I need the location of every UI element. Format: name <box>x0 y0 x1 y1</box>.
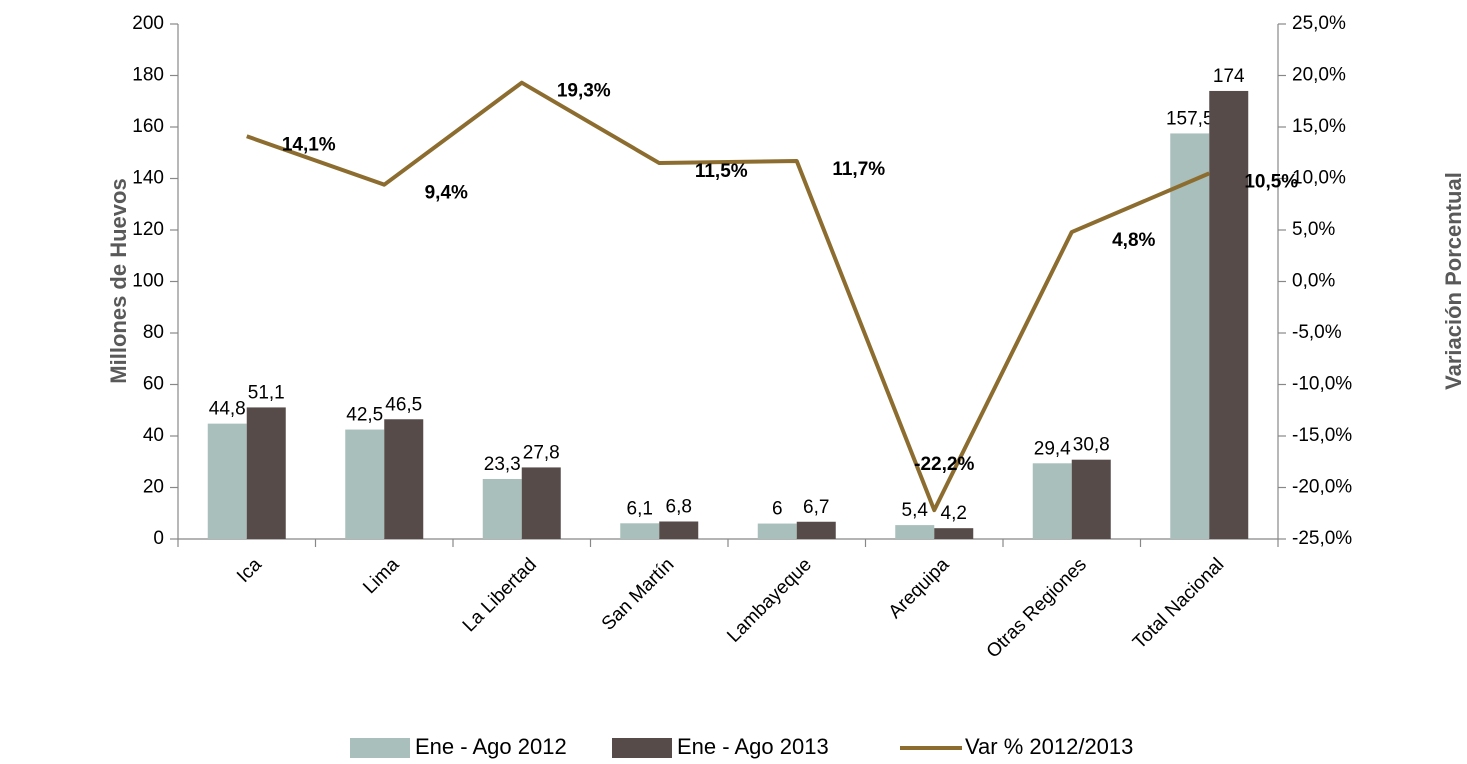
bar-value-label: 42,5 <box>346 405 383 426</box>
bar <box>620 523 660 539</box>
bar-value-label: 174 <box>1213 66 1245 87</box>
bar <box>895 525 935 539</box>
bar-value-label: 6,1 <box>627 498 653 519</box>
y2-tick-label: 5,0% <box>1292 219 1335 240</box>
y-tick-label: 180 <box>132 65 164 86</box>
x-tick-label: Arequipa <box>885 554 954 623</box>
x-tick-label: San Martín <box>598 554 679 635</box>
y-tick-label: 160 <box>132 116 164 137</box>
y-tick-label: 0 <box>153 528 164 549</box>
y-tick-label: 80 <box>143 322 164 343</box>
bar-value-label: 6,7 <box>803 497 829 518</box>
bar <box>757 523 797 539</box>
y2-tick-label: 25,0% <box>1292 13 1346 34</box>
y-tick-label: 120 <box>132 219 164 240</box>
y-tick-label: 140 <box>132 168 164 189</box>
x-tick-label: Total Nacional <box>1129 554 1228 653</box>
y2-tick-label: -15,0% <box>1292 425 1352 446</box>
bar-value-label: 5,4 <box>902 500 929 521</box>
bar <box>521 467 561 539</box>
line-value-label: 4,8% <box>1112 230 1155 251</box>
bar-value-label: 27,8 <box>523 442 560 463</box>
legend-label: Ene - Ago 2013 <box>677 734 829 759</box>
y2-tick-label: 15,0% <box>1292 116 1346 137</box>
bar-value-label: 30,8 <box>1073 435 1110 456</box>
y2-axis-title: Variación Porcentual <box>1441 172 1466 390</box>
y-tick-label: 20 <box>143 477 164 498</box>
line-value-label: 19,3% <box>557 81 611 102</box>
line-value-label: 14,1% <box>282 134 336 155</box>
y-tick-label: 100 <box>132 271 164 292</box>
bar <box>207 423 247 539</box>
bar <box>345 429 385 539</box>
x-tick-label: Lambayeque <box>723 554 816 647</box>
legend-label: Ene - Ago 2012 <box>415 734 567 759</box>
bar <box>1209 90 1249 539</box>
y-tick-label: 60 <box>143 374 164 395</box>
bar-value-label: 157,5 <box>1166 108 1214 129</box>
y2-tick-label: -25,0% <box>1292 528 1352 549</box>
line-value-label: 9,4% <box>425 183 468 204</box>
bar <box>796 521 836 539</box>
y2-tick-label: -10,0% <box>1292 374 1352 395</box>
bar-value-label: 6 <box>772 499 783 520</box>
y2-tick-label: -20,0% <box>1292 477 1352 498</box>
bar-value-label: 51,1 <box>248 382 285 403</box>
y-tick-label: 200 <box>132 13 164 34</box>
y2-tick-label: 20,0% <box>1292 65 1346 86</box>
line-value-label: 10,5% <box>1244 171 1298 192</box>
bar <box>1170 133 1210 539</box>
x-tick-label: Otras Regiones <box>983 554 1091 662</box>
legend-swatch <box>612 738 672 758</box>
bar-value-label: 29,4 <box>1034 438 1071 459</box>
y2-tick-label: 0,0% <box>1292 271 1335 292</box>
y2-tick-label: -5,0% <box>1292 322 1342 343</box>
line-value-label: 11,7% <box>832 159 885 180</box>
line <box>246 80 1211 513</box>
bar <box>482 479 522 539</box>
bar-value-label: 23,3 <box>484 454 521 475</box>
legend-swatch <box>350 738 410 758</box>
bar-value-label: 46,5 <box>385 394 422 415</box>
bar <box>246 407 286 539</box>
bar <box>934 528 974 539</box>
x-tick-label: La Libertad <box>459 554 541 636</box>
bar-value-label: 44,8 <box>209 399 246 420</box>
bar-value-label: 6,8 <box>666 497 692 518</box>
line-value-label: -22,2% <box>914 454 974 475</box>
y2-tick-label: 10,0% <box>1292 168 1346 189</box>
bar <box>1032 463 1072 539</box>
bar-value-label: 4,2 <box>941 503 967 524</box>
x-tick-label: Lima <box>359 554 403 598</box>
bar <box>1071 459 1111 539</box>
y-axis-title: Millones de Huevos <box>106 178 131 383</box>
legend-label: Var % 2012/2013 <box>965 734 1133 759</box>
line-value-label: 11,5% <box>695 161 748 182</box>
bar <box>659 521 699 539</box>
y-tick-label: 40 <box>143 425 164 446</box>
bar <box>384 419 424 539</box>
x-tick-label: Ica <box>233 554 266 587</box>
